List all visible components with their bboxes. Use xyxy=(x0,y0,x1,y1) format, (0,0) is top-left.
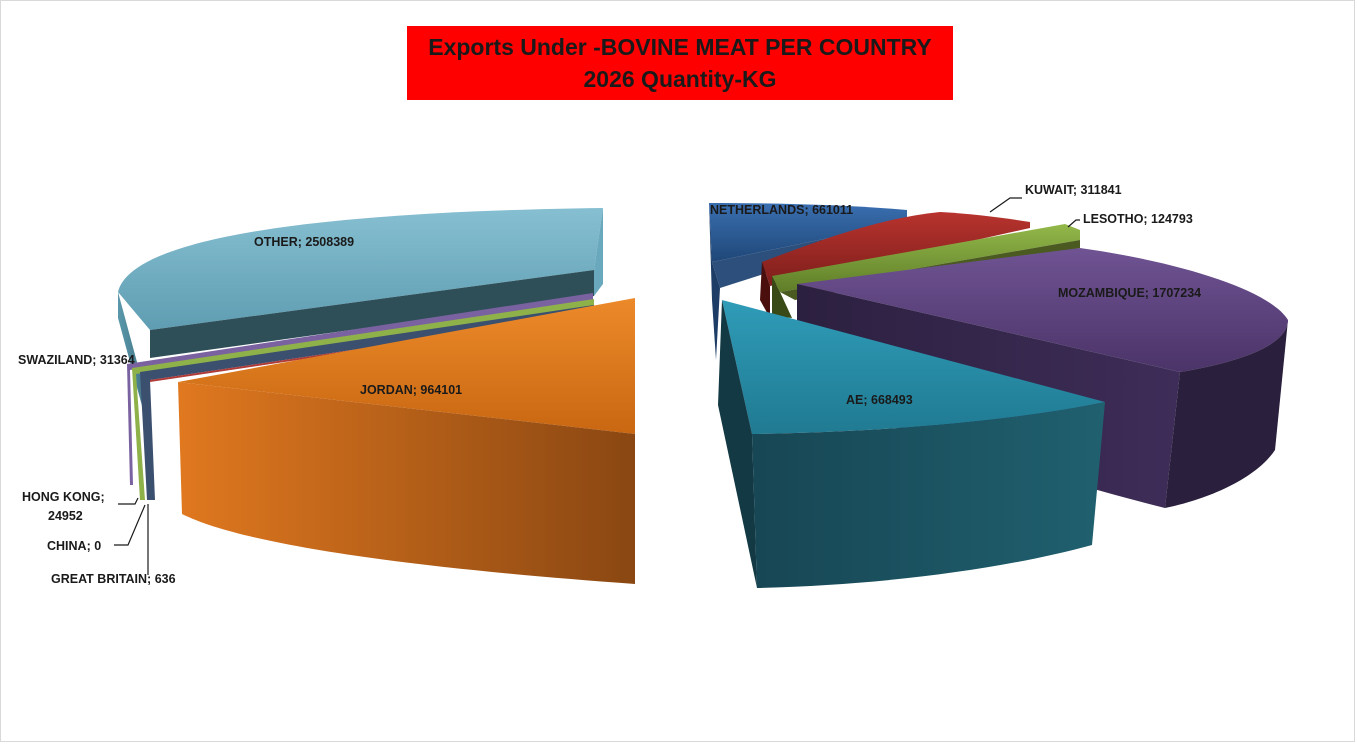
slice-ae xyxy=(718,300,1105,588)
label-other: OTHER; 2508389 xyxy=(254,235,354,249)
label-mozambique: MOZAMBIQUE; 1707234 xyxy=(1058,286,1201,300)
label-china: CHINA; 0 xyxy=(47,539,101,553)
label-netherlands: NETHERLANDS; 661011 xyxy=(710,203,853,217)
slice-great-britain xyxy=(140,305,594,500)
label-lesotho: LESOTHO; 124793 xyxy=(1083,212,1193,226)
leader-line-lesotho xyxy=(1067,219,1080,228)
leader-line-kuwait xyxy=(989,197,1022,213)
label-jordan: JORDAN; 964101 xyxy=(360,383,462,397)
slice-jordan xyxy=(178,298,635,584)
chart-title-line-1: Exports Under -BOVINE MEAT PER COUNTRY xyxy=(428,34,932,60)
leader-lines xyxy=(114,197,1080,575)
chart-title-line-2: 2026 Quantity-KG xyxy=(583,66,777,92)
label-great-britain: GREAT BRITAIN; 636 xyxy=(51,572,176,586)
label-swaziland: SWAZILAND; 31364 xyxy=(18,353,135,367)
label-kuwait: KUWAIT; 311841 xyxy=(1025,183,1122,197)
slice-swaziland xyxy=(127,293,593,485)
label-ae: AE; 668493 xyxy=(846,393,913,407)
chart-title: Exports Under -BOVINE MEAT PER COUNTRY 2… xyxy=(407,26,953,100)
label-hong-kong-1: HONG KONG; xyxy=(22,490,105,504)
label-hong-kong-2: 24952 xyxy=(48,509,83,523)
leader-line-hong-kong xyxy=(118,497,139,505)
leader-line-china xyxy=(114,504,146,546)
